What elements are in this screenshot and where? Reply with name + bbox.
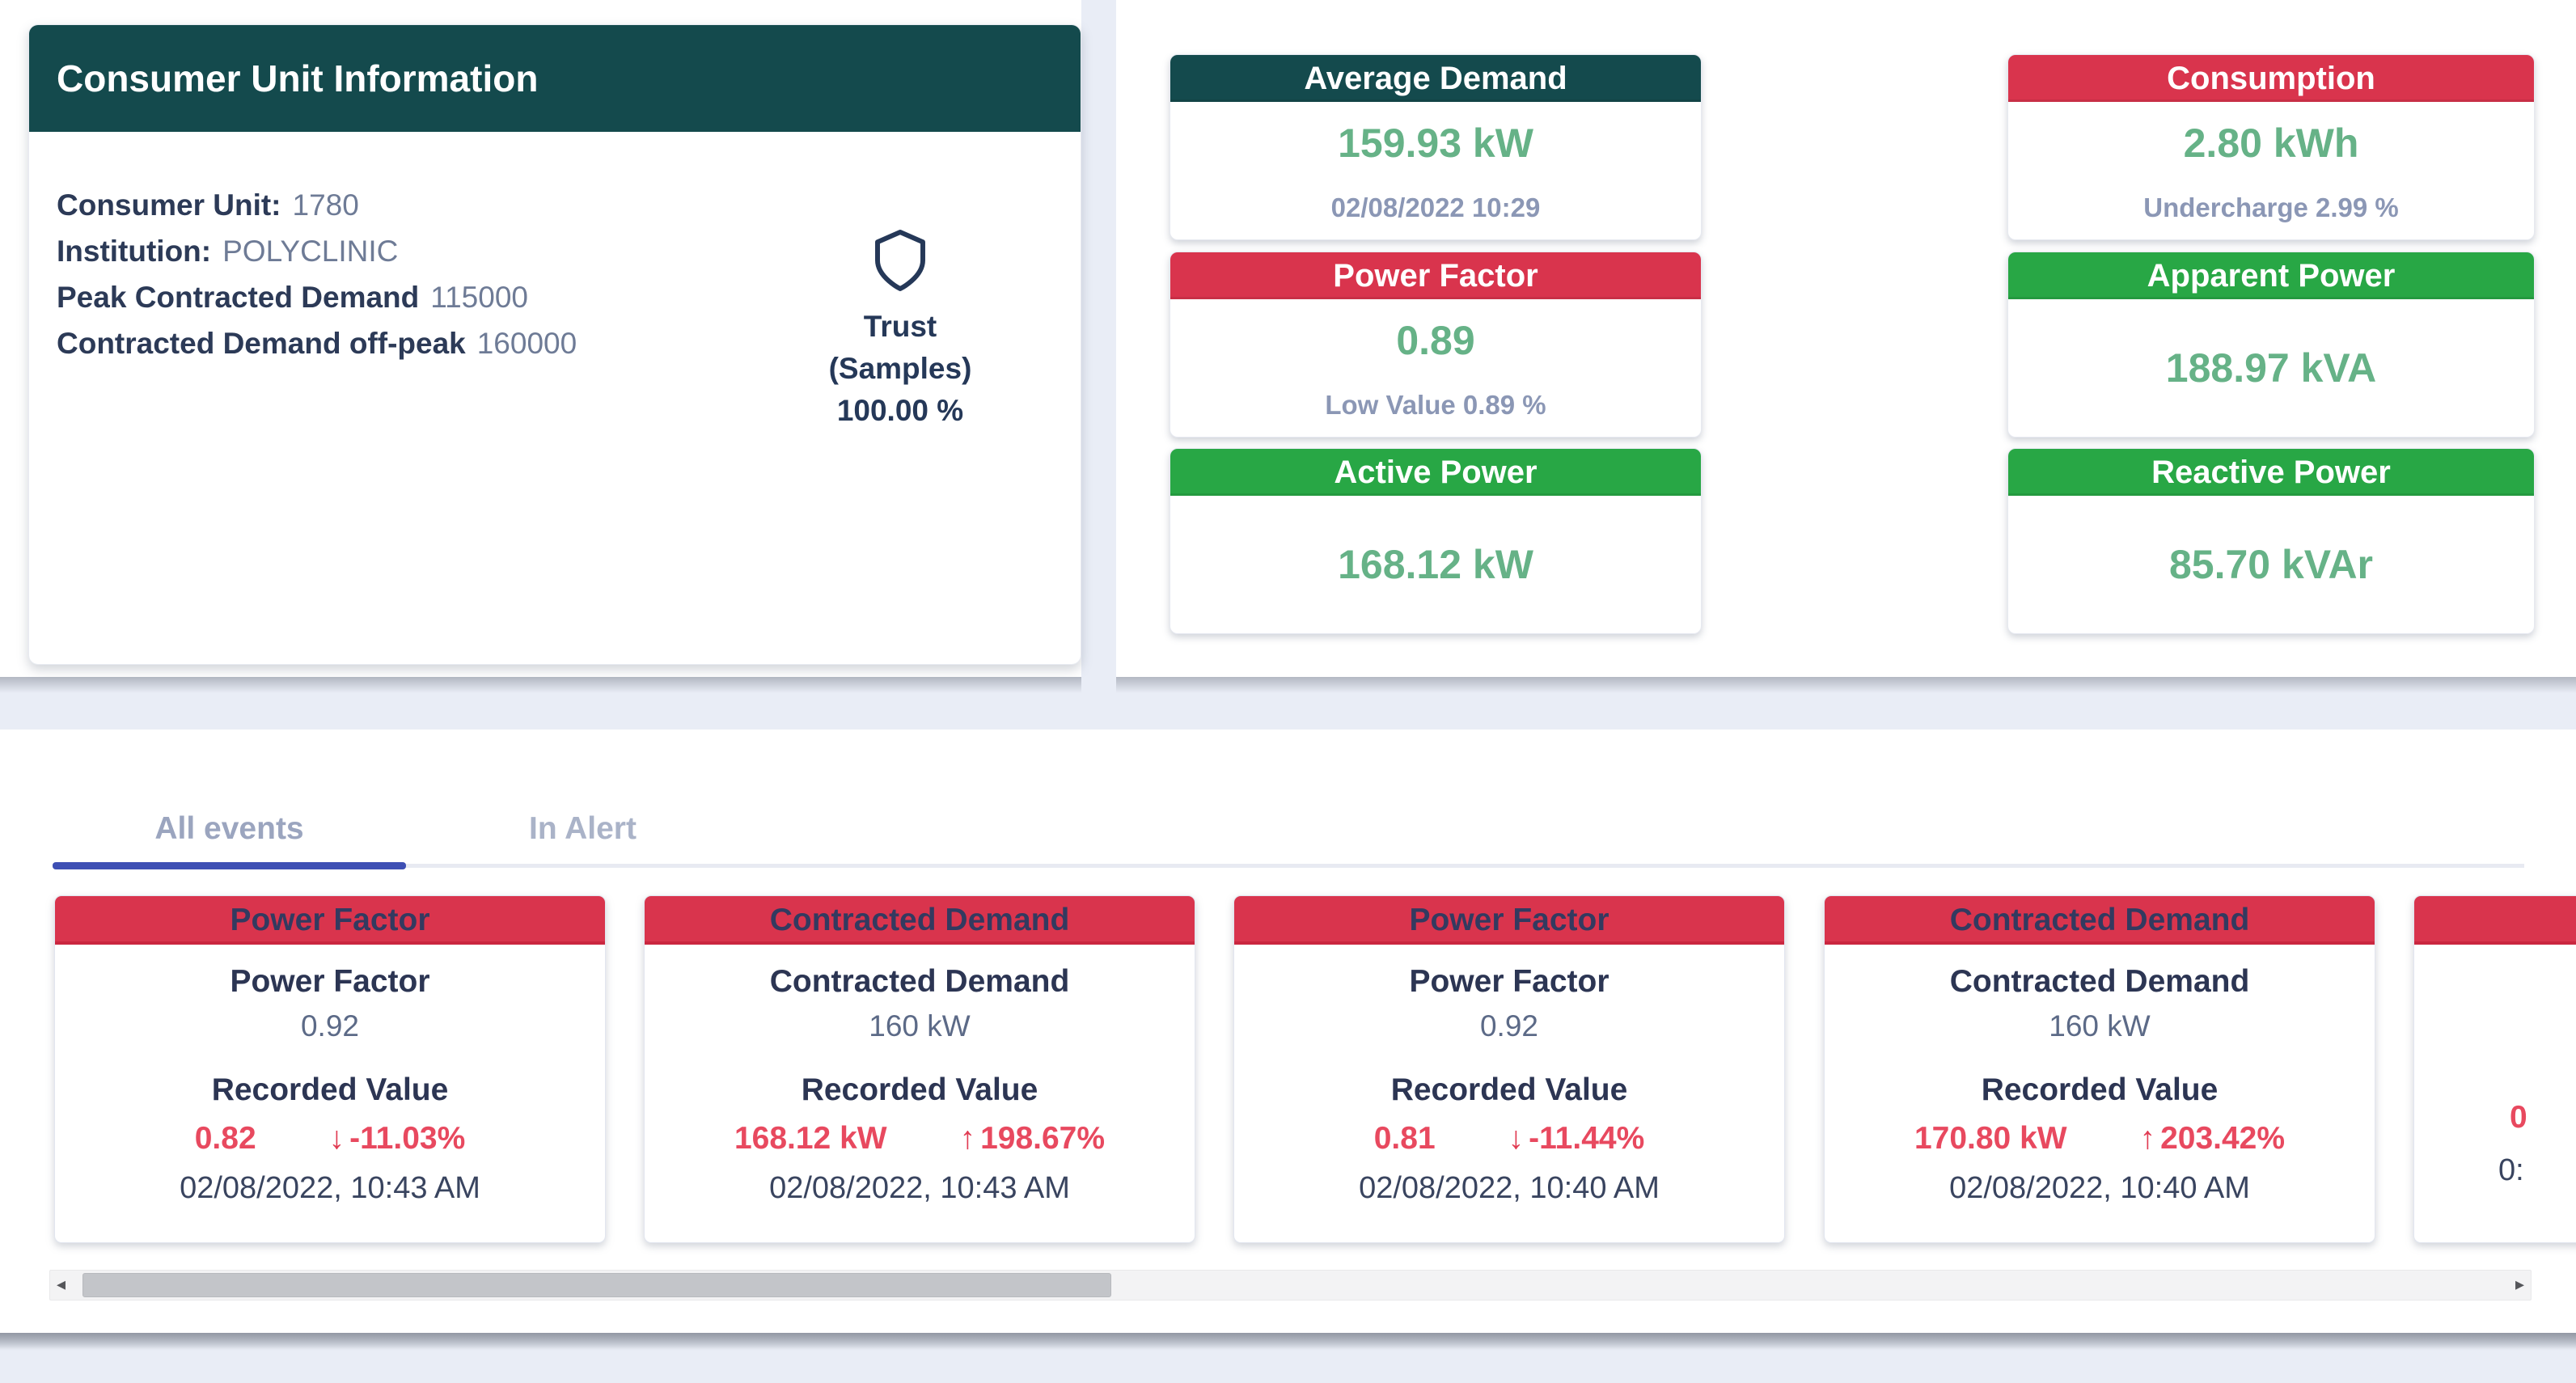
event-param-name: Power Factor — [1409, 964, 1609, 999]
recorded-value: 168.12 kW — [734, 1121, 887, 1156]
recorded-value-label: Recorded Value — [1390, 1072, 1628, 1107]
field-contracted-demand-off-peak: Contracted Demand off-peak 160000 — [57, 327, 577, 360]
shield-icon — [875, 230, 925, 291]
trend-up-icon: ↑ — [2139, 1121, 2156, 1156]
field-consumer-unit: Consumer Unit: 1780 — [57, 188, 359, 222]
horizontal-scrollbar[interactable]: ◂ ▸ — [49, 1270, 2532, 1301]
stat-card-apparent-power: Apparent Power 188.97 kVA — [2007, 252, 2535, 438]
stat-card-header: Average Demand — [1170, 55, 1701, 102]
delta-value: ↑ 203.42% — [2139, 1121, 2286, 1156]
trend-up-icon: ↑ — [959, 1121, 976, 1156]
trust-samples-label: (Samples) — [828, 352, 972, 385]
bottom-divider — [0, 1333, 2576, 1351]
event-param-value: 0.92 — [300, 1009, 359, 1043]
consumer-unit-card-header: Consumer Unit Information — [29, 25, 1081, 132]
stat-card-reactive-power: Reactive Power 85.70 kVAr — [2007, 448, 2535, 634]
stat-value: 159.93 kW — [1338, 121, 1533, 166]
event-timestamp-fragment: 0: — [2498, 1153, 2524, 1187]
event-timestamp: 02/08/2022, 10:40 AM — [1949, 1171, 2250, 1205]
stat-caption: Undercharge 2.99 % — [2143, 192, 2399, 222]
recorded-value: 0.82 — [194, 1121, 256, 1156]
stat-value: 0.89 — [1396, 318, 1475, 363]
stat-card-consumption: Consumption 2.80 kWh Undercharge 2.99 % — [2007, 54, 2535, 240]
stat-caption: Low Value 0.89 % — [1325, 390, 1546, 420]
stat-value: 85.70 kVAr — [2168, 542, 2374, 587]
delta-value: ↓ -11.03% — [328, 1121, 466, 1156]
event-timestamp: 02/08/2022, 10:40 AM — [1359, 1171, 1660, 1205]
scroll-left-arrow-icon[interactable]: ◂ — [57, 1274, 66, 1294]
tab-in-alert[interactable]: In Alert — [529, 811, 637, 846]
field-peak-contracted-demand: Peak Contracted Demand 115000 — [57, 281, 528, 314]
event-card[interactable]: Power Factor Power Factor 0.92 Recorded … — [1233, 895, 1785, 1243]
event-card-header — [2414, 896, 2576, 945]
recorded-value-row: 168.12 kW ↑ 198.67% — [734, 1121, 1105, 1157]
trust-samples-block: Trust (Samples) 100.00 % — [779, 223, 1022, 432]
event-param-name: Contracted Demand — [1949, 964, 2250, 999]
recorded-value: 170.80 kW — [1914, 1121, 2067, 1156]
recorded-value-label: Recorded Value — [801, 1072, 1038, 1107]
event-param-name: Contracted Demand — [769, 964, 1070, 999]
event-timestamp: 02/08/2022, 10:43 AM — [769, 1171, 1070, 1205]
event-param-value: 160 kW — [869, 1009, 971, 1043]
active-tab-indicator — [53, 862, 406, 869]
recorded-value-fragment: 0 — [2510, 1100, 2527, 1135]
event-card-header: Power Factor — [55, 896, 605, 945]
stat-card-header: Consumption — [2008, 55, 2534, 102]
stat-card-average-demand: Average Demand 159.93 kW 02/08/2022 10:2… — [1170, 54, 1702, 240]
event-card[interactable]: Power Factor Power Factor 0.92 Recorded … — [54, 895, 606, 1243]
event-param-value: 0.92 — [1479, 1009, 1538, 1043]
stat-card-header: Apparent Power — [2008, 252, 2534, 299]
delta-value: ↑ 198.67% — [959, 1121, 1106, 1156]
trend-down-icon: ↓ — [328, 1121, 345, 1156]
stat-card-header: Active Power — [1170, 449, 1701, 496]
field-institution: Institution: POLYCLINIC — [57, 235, 399, 268]
consumer-unit-fields: Consumer Unit: 1780 Institution: POLYCLINI… — [29, 132, 1081, 366]
event-card[interactable]: Contracted Demand Contracted Demand 160 … — [644, 895, 1195, 1243]
event-card-header: Power Factor — [1234, 896, 1784, 945]
stat-card-active-power: Active Power 168.12 kW — [1170, 448, 1702, 634]
event-param-name: Power Factor — [230, 964, 430, 999]
stat-caption: 02/08/2022 10:29 — [1330, 192, 1541, 222]
trust-percentage: 100.00 % — [836, 394, 964, 427]
consumer-unit-card: Consumer Unit Information Consumer Unit:… — [28, 24, 1081, 665]
recorded-value-row: 0.82 ↓ -11.03% — [195, 1121, 466, 1157]
tab-all-events[interactable]: All events — [154, 811, 304, 846]
tab-track — [53, 864, 2524, 868]
events-tabs: All events In Alert — [53, 789, 759, 869]
stat-card-header: Power Factor — [1170, 252, 1701, 299]
recorded-value-label: Recorded Value — [1981, 1072, 2219, 1107]
recorded-value: 0.81 — [1373, 1121, 1436, 1156]
event-card-header: Contracted Demand — [1825, 896, 2375, 945]
event-card[interactable]: Contracted Demand Contracted Demand 160 … — [1824, 895, 2375, 1243]
stat-value: 188.97 kVA — [2165, 345, 2377, 391]
scrollbar-thumb[interactable] — [82, 1273, 1111, 1297]
trust-label: Trust — [863, 310, 937, 343]
event-card-clipped[interactable]: 0 0: — [2413, 895, 2576, 1243]
trend-down-icon: ↓ — [1508, 1121, 1525, 1156]
stat-card-power-factor: Power Factor 0.89 Low Value 0.89 % — [1170, 252, 1702, 438]
recorded-value-row: 170.80 kW ↑ 203.42% — [1914, 1121, 2285, 1157]
stat-value: 2.80 kWh — [2183, 121, 2359, 166]
scroll-right-arrow-icon[interactable]: ▸ — [2515, 1274, 2524, 1294]
event-timestamp: 02/08/2022, 10:43 AM — [180, 1171, 480, 1205]
recorded-value-row: 0.81 ↓ -11.44% — [1374, 1121, 1645, 1157]
stat-card-header: Reactive Power — [2008, 449, 2534, 496]
recorded-value-label: Recorded Value — [211, 1072, 449, 1107]
page-title: Consumer Unit Information — [57, 57, 539, 99]
stat-value: 168.12 kW — [1338, 542, 1533, 587]
delta-value: ↓ -11.44% — [1508, 1121, 1645, 1156]
event-card-header: Contracted Demand — [645, 896, 1195, 945]
event-param-value: 160 kW — [2049, 1009, 2151, 1043]
